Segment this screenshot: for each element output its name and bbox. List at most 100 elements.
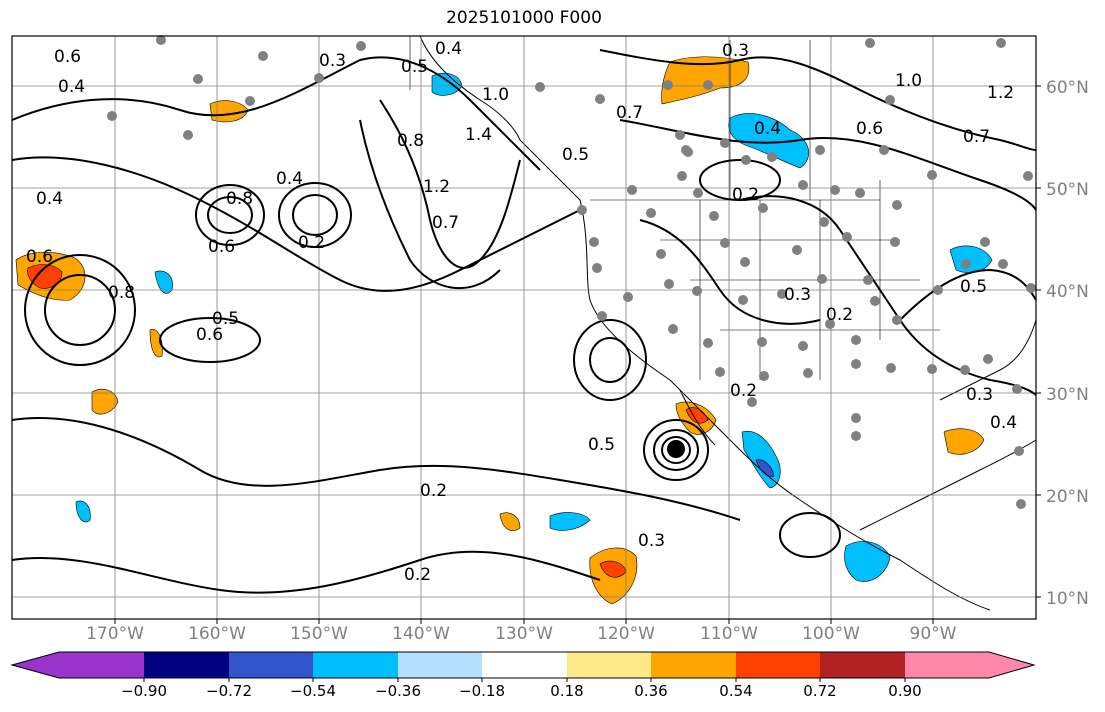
contour-ring (44, 274, 116, 346)
colorbar-segment (229, 652, 313, 678)
colorbar-segment (398, 652, 482, 678)
station-marker (927, 170, 937, 180)
colorbar-extend-right (989, 652, 1034, 678)
station-marker (819, 217, 829, 227)
station-marker (842, 232, 852, 242)
station-marker (535, 82, 545, 92)
longitude-label: 100°W (802, 624, 860, 644)
station-marker (792, 245, 802, 255)
station-marker (830, 185, 840, 195)
contour-label: 0.8 (226, 189, 253, 209)
contour-label: 1.2 (423, 177, 450, 197)
station-marker (798, 341, 808, 351)
station-marker (577, 205, 587, 215)
contour-label: 0.6 (208, 237, 235, 257)
station-marker (720, 138, 730, 148)
contour-ring (779, 512, 841, 558)
contour-label: 0.3 (638, 531, 665, 551)
colorbar-tick-label: 0.36 (634, 682, 668, 700)
station-marker (589, 237, 599, 247)
station-marker (927, 364, 937, 374)
contour-label: 0.3 (784, 285, 811, 305)
contour-ring (573, 319, 647, 401)
station-marker (855, 188, 865, 198)
station-marker (815, 145, 825, 155)
colorbar-tick-label: 0.18 (550, 682, 584, 700)
anomaly-orange-north (661, 56, 750, 105)
anomaly-blue-ne (949, 245, 993, 273)
station-marker (851, 335, 861, 345)
latitude-label: 50°N (1046, 180, 1089, 200)
station-marker (595, 94, 605, 104)
contour-label: 0.2 (404, 565, 431, 585)
contour-label: 0.5 (562, 145, 589, 165)
station-marker (996, 38, 1006, 48)
station-marker (245, 96, 255, 106)
longitude-label: 110°W (700, 624, 758, 644)
contour-label: 0.6 (856, 119, 883, 139)
longitude-label: 140°W (392, 624, 450, 644)
contour-label: 0.7 (963, 127, 990, 147)
map-title: 2025101000 F000 (446, 8, 602, 28)
latitude-label: 20°N (1046, 487, 1089, 507)
station-marker (890, 237, 900, 247)
contour-label: 0.4 (58, 77, 85, 97)
station-marker (314, 73, 324, 83)
contour-label: 0.2 (732, 185, 759, 205)
station-marker (681, 145, 691, 155)
colorbar-outline (10, 651, 1036, 679)
coastlines (419, 35, 1037, 611)
contour-ring (589, 337, 631, 383)
station-marker (983, 354, 993, 364)
contour-label: 1.2 (987, 83, 1014, 103)
contour-ring (292, 194, 338, 236)
contour-label: 0.7 (616, 103, 643, 123)
station-marker (803, 368, 813, 378)
station-marker (851, 359, 861, 369)
contour-label: 0.5 (588, 435, 615, 455)
station-marker (356, 41, 366, 51)
contour-label: 0.7 (432, 213, 459, 233)
contour-label: 0.5 (401, 57, 428, 77)
contour-ring (278, 182, 352, 248)
longitude-label: 120°W (597, 624, 655, 644)
contour-ring (661, 436, 691, 464)
station-markers (107, 35, 1036, 509)
station-marker (663, 80, 673, 90)
map-panel: 0.6 0.4 0.3 0.5 0.4 1.0 1.4 0.8 1.2 0.7 … (11, 35, 1041, 624)
station-marker (703, 338, 713, 348)
colorbar-extend-left (12, 652, 59, 678)
station-marker (851, 413, 861, 423)
contour-ring (195, 184, 265, 246)
colorbar-segment (651, 652, 736, 678)
contour-label: 0.2 (420, 481, 447, 501)
contour-label: 0.4 (435, 39, 462, 59)
colorbar-tick-label: −0.90 (121, 682, 167, 700)
station-marker (892, 200, 902, 210)
borders (409, 36, 940, 380)
contour-label: 0.5 (212, 309, 239, 329)
anomaly-blue-central-am (844, 541, 891, 582)
station-marker (709, 211, 719, 221)
longitude-label: 170°W (86, 624, 144, 644)
contour-ring (207, 196, 253, 234)
station-marker (933, 285, 943, 295)
closed-contours (24, 159, 841, 558)
anomaly-orange-mid (91, 389, 119, 415)
station-marker (961, 259, 971, 269)
contour-label: 0.2 (826, 305, 853, 325)
station-marker (703, 80, 713, 90)
station-marker (1023, 171, 1033, 181)
station-marker (741, 155, 751, 165)
station-marker (885, 95, 895, 105)
colorbar (10, 651, 1036, 682)
longitude-label: 150°W (290, 624, 348, 644)
contour-label: 0.6 (26, 247, 53, 267)
colorbar-segment (482, 652, 567, 678)
station-marker (865, 38, 875, 48)
station-marker (758, 203, 768, 213)
station-marker (592, 263, 602, 273)
anomaly-orange-gulf (943, 428, 985, 455)
station-marker (757, 337, 767, 347)
